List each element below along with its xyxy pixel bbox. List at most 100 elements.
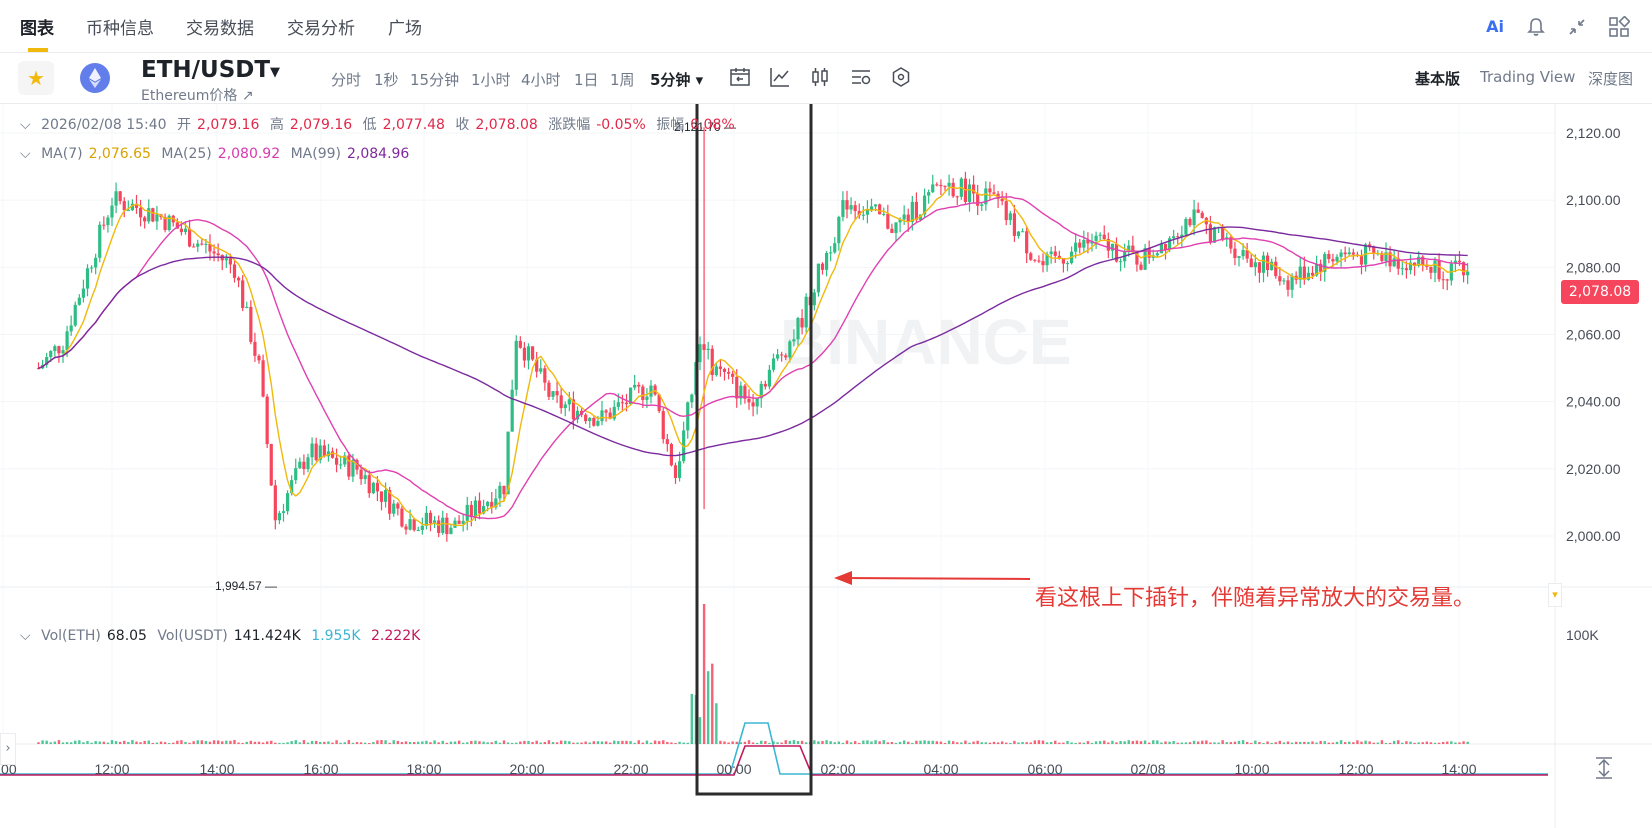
volume-bar xyxy=(1213,742,1216,744)
candle-body xyxy=(1061,258,1066,264)
candle-body xyxy=(1445,279,1449,281)
volume-bar xyxy=(629,741,632,744)
volume-bar xyxy=(351,742,355,744)
calendar-icon[interactable] xyxy=(728,65,752,89)
candle-body xyxy=(824,252,829,270)
bell-icon[interactable] xyxy=(1525,16,1547,38)
volume-bar xyxy=(1454,742,1457,744)
candle-body xyxy=(53,346,57,351)
interval-1w[interactable]: 1周 xyxy=(610,71,635,89)
candle-body xyxy=(285,493,290,512)
candle-body xyxy=(1074,242,1078,252)
tab-coin-info[interactable]: 币种信息 xyxy=(86,19,154,39)
indicator-line-icon[interactable] xyxy=(768,65,792,89)
hexagon-settings-icon[interactable] xyxy=(889,65,913,89)
chart-settings-icon[interactable] xyxy=(849,65,873,89)
candle-body xyxy=(147,208,151,222)
price-axis-label: 2,100.00 xyxy=(1566,192,1621,208)
tab-chart[interactable]: 图表 xyxy=(20,19,54,39)
volume-bar xyxy=(282,742,285,744)
view-basic[interactable]: 基本版 xyxy=(1415,70,1461,88)
tab-trading-analysis[interactable]: 交易分析 xyxy=(287,19,355,39)
volume-bar xyxy=(617,741,620,744)
volume-bar xyxy=(915,740,918,744)
candle-body xyxy=(767,369,772,387)
candle-body xyxy=(514,340,518,390)
candle-body xyxy=(334,457,339,465)
volume-bar xyxy=(118,741,122,744)
volume-bar xyxy=(1392,740,1396,744)
volume-bar xyxy=(841,742,845,744)
volume-bar xyxy=(1139,741,1143,744)
price-chart[interactable]: BINANCE 2,120.00 2,100.00 2,080.00 2,060.00… xyxy=(0,104,1652,828)
volume-bar xyxy=(494,740,498,744)
volume-bar xyxy=(813,740,816,744)
interval-1h[interactable]: 1小时 xyxy=(471,71,511,89)
candle-body xyxy=(951,182,955,197)
interval-15m[interactable]: 15分钟 xyxy=(410,71,460,89)
candle-type-icon[interactable] xyxy=(808,65,832,89)
volume-bar xyxy=(1119,741,1122,744)
candle-body xyxy=(57,346,61,354)
expand-panel-button[interactable]: › xyxy=(0,733,16,765)
candle-body xyxy=(780,354,784,356)
candle-body xyxy=(94,257,98,268)
candle-body xyxy=(143,217,147,222)
volume-bar xyxy=(943,742,947,744)
volume-bar xyxy=(1135,740,1139,744)
candle-body xyxy=(1188,218,1192,226)
candle-body xyxy=(980,204,984,206)
candle-body xyxy=(722,368,727,372)
candle-body xyxy=(845,200,849,210)
candle-body xyxy=(922,195,927,215)
candle-body xyxy=(1421,256,1425,266)
candle-body xyxy=(1065,263,1070,265)
volume-bar xyxy=(461,742,465,744)
candle-body xyxy=(449,527,453,535)
view-depth[interactable]: 深度图 xyxy=(1588,70,1634,88)
candle-body xyxy=(677,461,682,478)
candle-body xyxy=(837,216,841,244)
candle-body xyxy=(886,213,890,229)
close-label: 收 xyxy=(455,117,470,133)
volume-bar xyxy=(212,740,216,744)
interval-time-share[interactable]: 分时 xyxy=(331,71,362,89)
time-axis-label: 0:00 xyxy=(0,761,17,777)
volume-bar xyxy=(996,742,1000,744)
scroll-to-latest-button[interactable]: ▾ xyxy=(1548,583,1562,607)
view-tradingview[interactable]: Trading View xyxy=(1480,68,1576,86)
candle-body xyxy=(739,385,743,399)
grid-icon[interactable] xyxy=(1608,15,1631,38)
volume-bar xyxy=(543,741,547,744)
candle-body xyxy=(130,203,135,211)
tab-trading-data[interactable]: 交易数据 xyxy=(186,19,254,39)
interval-1d[interactable]: 1日 xyxy=(574,71,599,89)
interval-5m-dropdown[interactable]: 5分钟 ▾ xyxy=(650,71,704,89)
volume-bar xyxy=(274,742,277,744)
volume-bar xyxy=(1360,741,1363,744)
volume-bar xyxy=(951,741,955,744)
volume-bar xyxy=(221,741,224,744)
collapse-icon[interactable] xyxy=(1566,16,1588,38)
favorite-star-icon[interactable]: ★ xyxy=(18,61,54,95)
volume-bar xyxy=(196,740,199,744)
pair-subtitle-link[interactable]: Ethereum价格 ↗ xyxy=(141,88,254,104)
candle-body xyxy=(592,418,596,426)
volume-bar xyxy=(1221,740,1224,744)
time-axis-label: 22:00 xyxy=(613,761,648,777)
candle-body xyxy=(906,214,910,222)
candle-body xyxy=(784,355,788,358)
tab-square[interactable]: 广场 xyxy=(388,19,422,39)
interval-1s[interactable]: 1秒 xyxy=(374,71,399,89)
candle-body xyxy=(588,418,592,422)
amplitude-label: 振幅 xyxy=(656,117,685,133)
volume-bar xyxy=(241,742,244,744)
candle-body xyxy=(1082,240,1086,248)
volume-bar xyxy=(1201,740,1204,744)
volume-bar xyxy=(727,742,730,744)
interval-4h[interactable]: 4小时 xyxy=(521,71,561,89)
ai-icon[interactable]: Ai xyxy=(1486,17,1504,36)
candle-body xyxy=(665,439,669,445)
pair-symbol[interactable]: ETH/USDT xyxy=(141,57,271,83)
pair-dropdown-icon[interactable]: ▼ xyxy=(270,65,280,80)
